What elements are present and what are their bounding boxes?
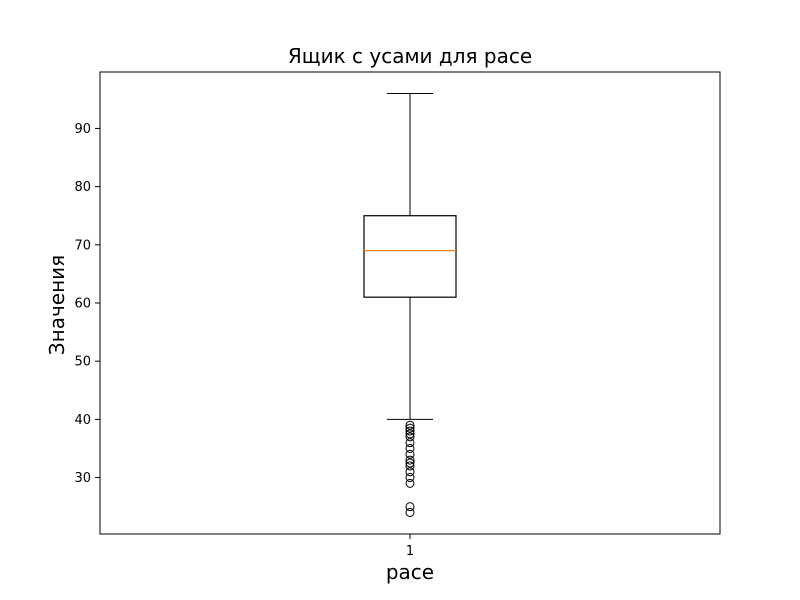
x-axis-label: pace [386, 560, 434, 584]
outlier-point [405, 455, 415, 465]
outlier-point [405, 507, 415, 517]
x-axis: 1 [406, 534, 414, 559]
y-axis: 30 40 50 60 70 80 90 [74, 122, 100, 486]
y-tick-label: 90 [74, 122, 91, 137]
x-tick-label: 1 [406, 544, 414, 559]
outlier-point [405, 423, 415, 433]
outlier-group [405, 420, 415, 517]
outlier-point [405, 449, 415, 459]
y-tick-label: 50 [74, 355, 91, 370]
box-group [363, 93, 457, 420]
y-tick-label: 30 [74, 471, 91, 486]
outlier-point [405, 438, 415, 448]
outlier-point [405, 420, 415, 430]
y-tick-label: 70 [74, 238, 91, 253]
y-tick-label: 60 [74, 297, 91, 312]
outlier-point [405, 502, 415, 512]
y-tick-label: 40 [74, 413, 91, 428]
y-axis-label: Значения [45, 255, 69, 355]
outlier-point [405, 473, 415, 483]
chart-title: Ящик с усами для pace [288, 44, 532, 68]
y-tick-label: 80 [74, 180, 91, 195]
outlier-point [405, 478, 415, 488]
outlier-point [405, 429, 415, 439]
outlier-point [405, 461, 415, 471]
iqr-box [363, 215, 457, 298]
outlier-point [405, 432, 415, 442]
outlier-point [405, 467, 415, 477]
outlier-point [405, 443, 415, 453]
outlier-point [405, 458, 415, 468]
outlier-point [405, 426, 415, 436]
